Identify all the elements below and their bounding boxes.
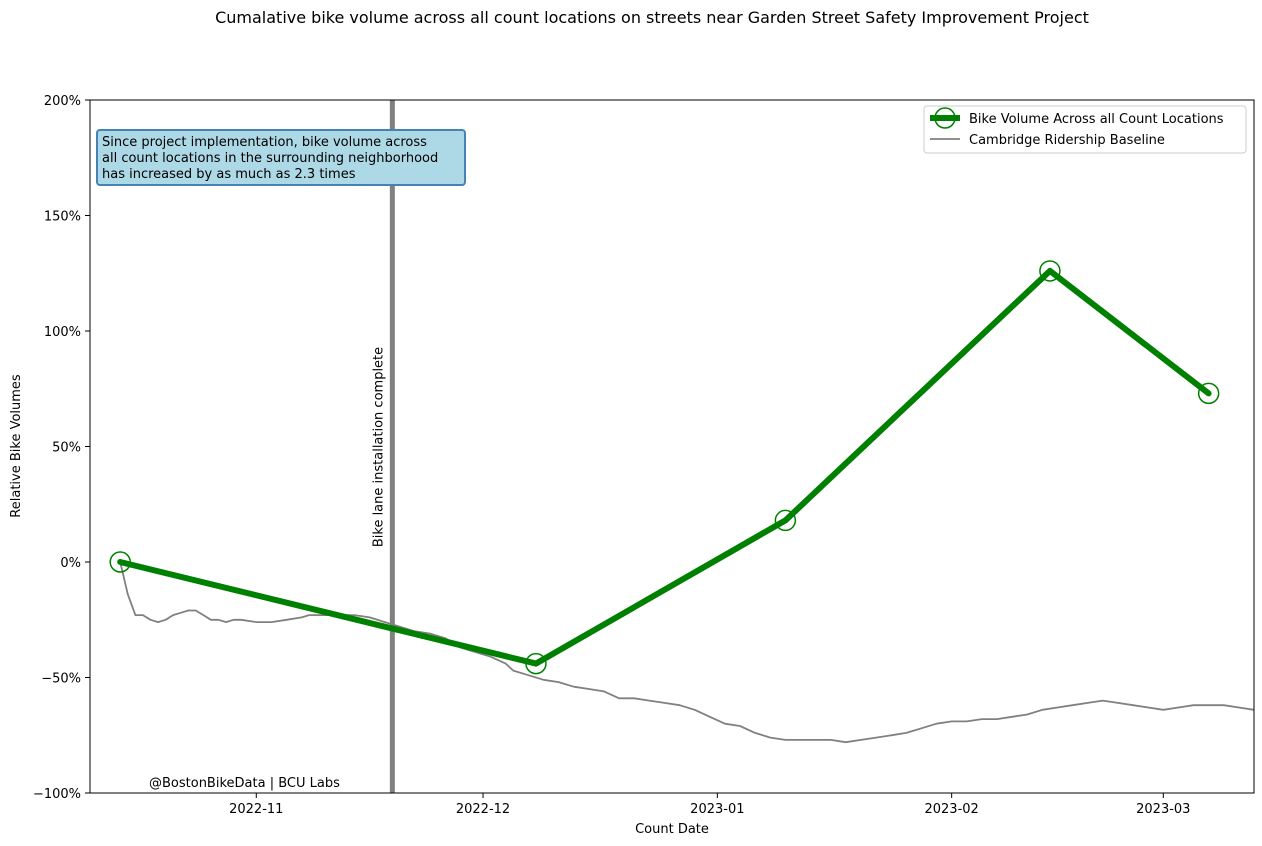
y-tick-label: 150% xyxy=(44,210,81,225)
y-tick-label: −100% xyxy=(33,787,81,802)
credit-text: @BostonBikeData | BCU Labs xyxy=(149,776,340,791)
y-tick-label: 100% xyxy=(44,325,81,340)
legend: Bike Volume Across all Count Locations Ca… xyxy=(923,105,1247,154)
plot-area: Bike lane installation complete xyxy=(109,100,1254,793)
baseline-series-line xyxy=(119,561,1254,744)
bike-volume-point xyxy=(1039,260,1061,282)
annotation-line: has increased by as much as 2.3 times xyxy=(102,167,356,182)
bike-volume-point xyxy=(1197,382,1220,405)
y-axis-label: Relative Bike Volumes xyxy=(9,374,24,518)
annotation-background xyxy=(96,129,466,186)
x-tick-label: 2022-12 xyxy=(456,802,510,817)
bike-volume-point xyxy=(525,652,547,675)
installation-label: Bike lane installation complete xyxy=(371,347,386,547)
x-tick-label: 2023-01 xyxy=(690,802,744,817)
bike-volume-point xyxy=(109,551,131,573)
bike-volume-point xyxy=(774,509,797,532)
y-tick-label: 0% xyxy=(60,556,81,571)
x-tick-label: 2022-11 xyxy=(229,802,283,817)
x-tick-label: 2023-03 xyxy=(1136,802,1190,817)
y-axis: −100% −50% 0% 50% 100% 150% 200% xyxy=(33,94,90,802)
annotation-text: Since project implementation, bike volum… xyxy=(102,135,438,182)
y-tick-label: 200% xyxy=(44,94,81,109)
y-tick-label: −50% xyxy=(41,672,81,687)
annotation-line: all count locations in the surrounding n… xyxy=(102,151,438,166)
legend-marker-bike-volume xyxy=(934,107,956,129)
x-axis: 2022-11 2022-12 2023-01 2023-02 2023-03 xyxy=(229,793,1190,817)
legend-label-bike-volume: Bike Volume Across all Count Locations xyxy=(969,112,1224,127)
x-tick-label: 2023-02 xyxy=(924,802,978,817)
x-axis-label: Count Date xyxy=(635,822,709,837)
plot-frame xyxy=(89,99,1255,794)
bike-volume-series-line xyxy=(117,267,1212,667)
annotation-line: Since project implementation, bike volum… xyxy=(102,135,427,150)
chart-title: Cumalative bike volume across all count … xyxy=(215,8,1089,27)
annotation-box: Since project implementation, bike volum… xyxy=(96,129,466,186)
legend-frame xyxy=(923,105,1247,154)
y-tick-label: 50% xyxy=(52,441,81,456)
legend-label-baseline: Cambridge Ridership Baseline xyxy=(969,133,1165,148)
